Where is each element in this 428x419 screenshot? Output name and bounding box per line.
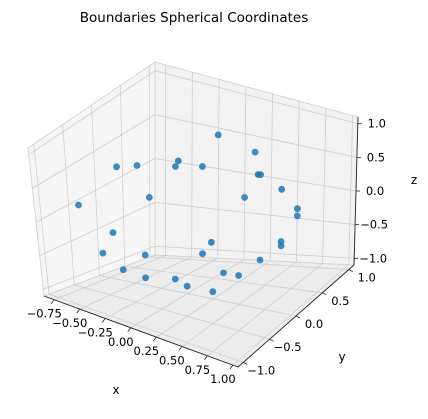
x-tick-label: 1.00: [210, 372, 236, 386]
data-point: [251, 148, 259, 156]
data-point: [145, 194, 153, 201]
x-tick-label: 0.00: [108, 335, 134, 349]
x-tick-mark: [178, 346, 183, 351]
data-points: [75, 131, 301, 296]
tick-labels: −0.75−0.50−0.250.000.250.500.751.00 −1.0 −…: [27, 117, 388, 386]
data-point: [294, 205, 301, 213]
data-point: [183, 282, 191, 290]
x-tick-label: −0.25: [78, 325, 113, 339]
grid-line-y-floor: [149, 256, 349, 271]
data-point: [220, 269, 227, 277]
grid-line-y-floor: [48, 293, 244, 363]
y-axis-label: y: [338, 350, 345, 364]
data-point: [119, 266, 127, 274]
x-tick-mark: [204, 355, 208, 361]
z-axis-label: z: [411, 173, 417, 187]
grid-line-z-left: [32, 114, 156, 189]
y-tick-mark: [322, 292, 327, 296]
x-axis-label: x: [112, 383, 119, 397]
grid-line-z-left: [28, 70, 156, 156]
grid-line-z-back: [154, 114, 357, 158]
x-tick-mark: [76, 308, 81, 314]
y-tick-mark: [295, 315, 301, 319]
z-tick-label: −0.5: [360, 218, 388, 232]
z-tick-label: 1.0: [368, 117, 386, 131]
data-point: [256, 256, 264, 264]
data-point: [235, 272, 243, 279]
data-point: [171, 275, 179, 283]
grid-line-y-floor: [124, 265, 323, 294]
x-tick-label: −0.50: [52, 316, 87, 330]
x-tick-mark: [229, 364, 234, 370]
grid-line-z-left: [39, 202, 156, 256]
y-tick-mark: [269, 338, 274, 342]
z-tick-label: −1.0: [359, 251, 387, 265]
data-point: [214, 131, 222, 139]
data-point: [241, 194, 249, 201]
x-tick-label: 0.50: [159, 353, 185, 367]
x-tick-mark: [50, 299, 55, 304]
grid-line-y-floor: [74, 284, 270, 340]
y-tick-mark: [348, 269, 353, 272]
data-point: [208, 238, 215, 246]
data-point: [172, 163, 179, 170]
z-tick-label: 0.0: [366, 184, 384, 198]
chart-title: Boundaries Spherical Coordinates: [80, 10, 309, 26]
x-tick-mark: [101, 318, 106, 323]
data-point: [99, 249, 107, 257]
y-tick-label: −0.5: [274, 340, 302, 354]
x-tick-label: 0.75: [185, 363, 211, 377]
data-point: [141, 251, 149, 259]
grid-line-z-back: [154, 70, 358, 125]
axis-panes: [27, 61, 359, 368]
data-point: [174, 157, 182, 165]
z-tick-label: 0.5: [367, 150, 385, 164]
x-tick-label: 0.25: [134, 344, 160, 358]
data-point: [75, 201, 82, 209]
data-point: [277, 238, 285, 245]
y-tick-label: 0.5: [331, 294, 349, 308]
data-point: [199, 163, 206, 170]
data-point: [113, 163, 120, 171]
grid-line-z-back: [154, 245, 355, 259]
y-tick-mark: [243, 362, 248, 365]
data-point: [209, 288, 217, 296]
data-point: [254, 171, 262, 178]
grid-line-y-floor: [99, 275, 297, 317]
y-tick-label: 0.0: [305, 317, 323, 331]
grid-line-z-back: [154, 201, 356, 226]
data-point: [293, 212, 301, 220]
y-tick-label: −1.0: [247, 363, 275, 377]
data-point: [142, 274, 150, 282]
x-tick-mark: [152, 336, 157, 342]
x-tick-label: −0.75: [27, 307, 62, 321]
x-axis-line: [43, 295, 239, 368]
data-point: [109, 229, 117, 237]
x-tick-mark: [127, 327, 132, 333]
grid-line-z-left: [43, 245, 156, 290]
data-point: [133, 162, 141, 169]
y-tick-label: 1.0: [358, 271, 376, 285]
data-point: [278, 185, 286, 193]
data-point: [199, 250, 206, 258]
grid-line-z-left: [35, 158, 156, 223]
left-pane: [27, 61, 156, 297]
